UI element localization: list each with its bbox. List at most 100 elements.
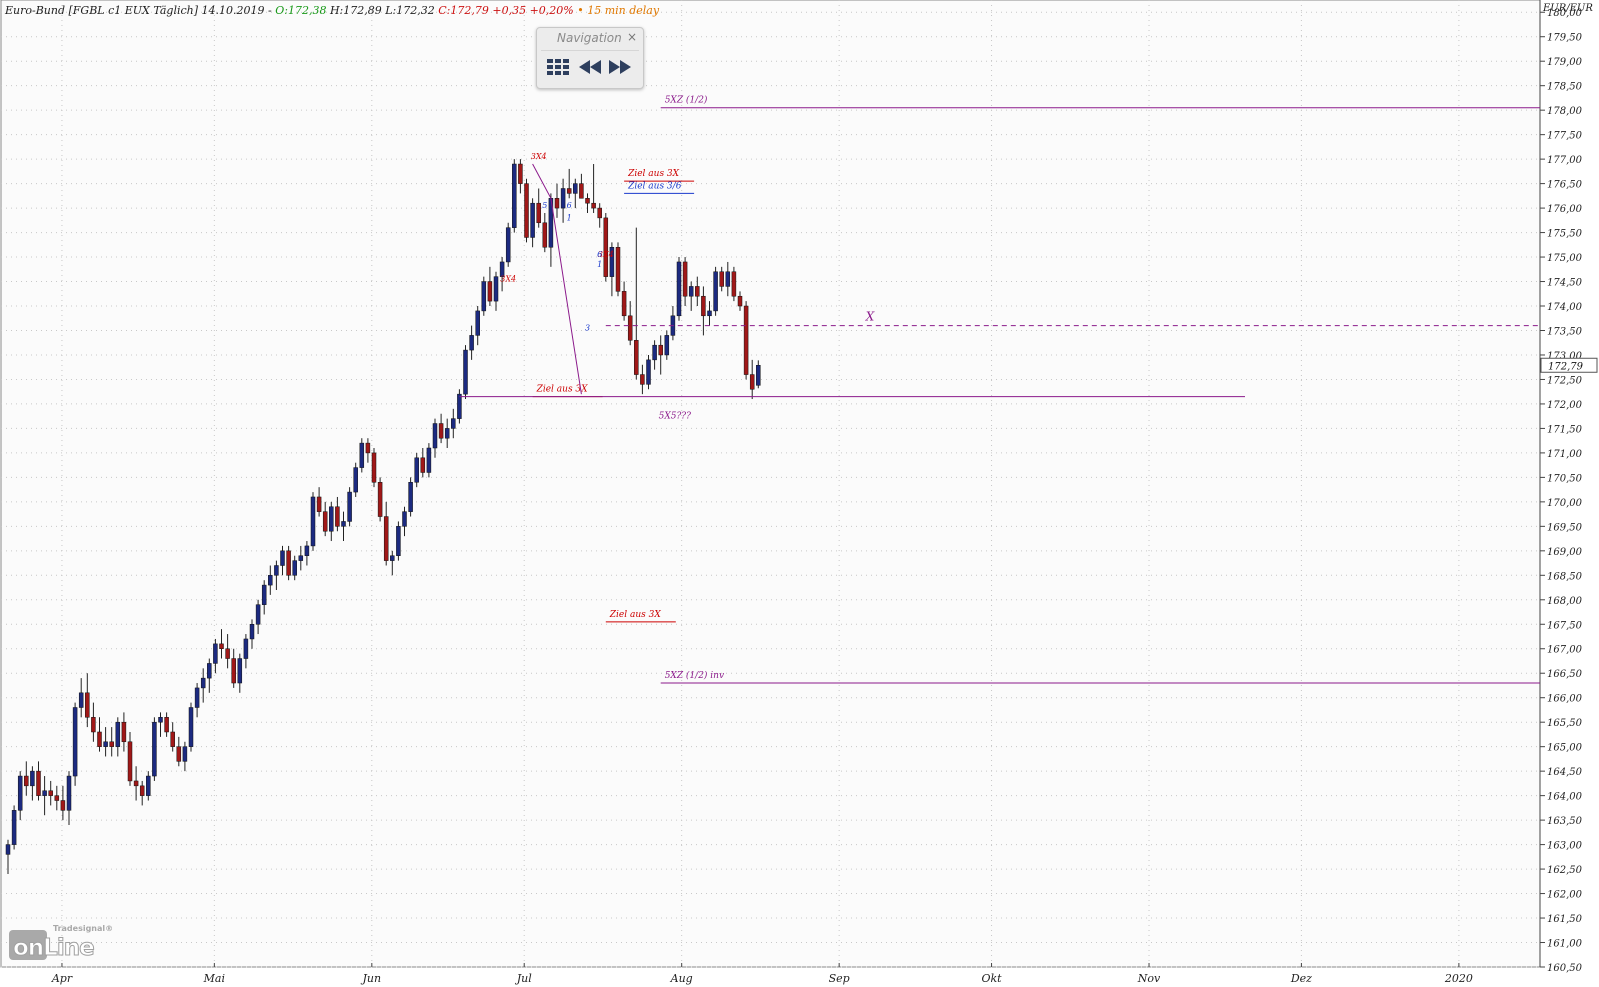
candle-body bbox=[585, 198, 590, 204]
candle-body bbox=[664, 335, 670, 356]
candle-body bbox=[127, 741, 133, 782]
wave-label: 1 bbox=[567, 213, 572, 222]
annotation-label: 5XZ (1/2) inv bbox=[665, 670, 724, 681]
candle-body bbox=[408, 482, 413, 512]
candle-body bbox=[316, 496, 322, 512]
candle-body bbox=[274, 565, 279, 576]
candle-body bbox=[749, 374, 755, 390]
candle-body bbox=[225, 648, 230, 659]
candle-body bbox=[603, 217, 609, 277]
candle-body bbox=[30, 770, 35, 787]
rewind-icon[interactable] bbox=[578, 56, 602, 78]
navigation-title: Navigation bbox=[557, 31, 622, 45]
candle-body bbox=[688, 286, 694, 297]
candle-body bbox=[731, 271, 737, 297]
candle-body bbox=[219, 643, 224, 649]
candle-body bbox=[182, 746, 188, 762]
fast-forward-icon[interactable] bbox=[608, 56, 632, 78]
y-tick-label: 163,00 bbox=[1547, 841, 1583, 852]
candle-body bbox=[347, 491, 352, 522]
x-tick-label: Jun bbox=[361, 972, 382, 985]
x-tick-label: Dez bbox=[1290, 972, 1312, 985]
candle-body bbox=[261, 584, 267, 605]
candle-body bbox=[682, 261, 688, 297]
candle-body bbox=[158, 717, 163, 723]
candle-body bbox=[200, 677, 206, 689]
candle-body bbox=[54, 795, 60, 801]
wave-label: 6 bbox=[597, 250, 602, 259]
candle-body bbox=[36, 770, 41, 796]
candle-body bbox=[719, 271, 724, 287]
y-tick-label: 179,50 bbox=[1547, 33, 1583, 44]
y-tick-label: 164,50 bbox=[1547, 767, 1583, 778]
logo-text: onLine bbox=[13, 935, 96, 962]
y-axis-unit-label: EUR/EUR bbox=[1542, 3, 1593, 14]
candle-body bbox=[615, 247, 621, 292]
candle-body bbox=[329, 506, 334, 532]
candle-body bbox=[451, 418, 456, 429]
candle-body bbox=[194, 687, 200, 708]
candle-body bbox=[707, 310, 712, 317]
y-tick-label: 175,50 bbox=[1547, 229, 1583, 240]
y-tick-label: 169,50 bbox=[1547, 522, 1583, 533]
trend-line bbox=[532, 163, 582, 395]
candle-body bbox=[170, 731, 175, 747]
y-tick-label: 178,00 bbox=[1547, 106, 1583, 117]
candle-body bbox=[371, 452, 377, 483]
annotation-label: 5X5??? bbox=[659, 412, 692, 422]
candle-body bbox=[97, 731, 102, 747]
candle-body bbox=[24, 775, 29, 787]
x-tick-label: Aug bbox=[670, 972, 693, 985]
candle-body bbox=[292, 560, 297, 576]
wave-label: 3 bbox=[585, 323, 590, 332]
candle-body bbox=[756, 365, 761, 386]
candle-body bbox=[60, 800, 66, 811]
candle-body bbox=[493, 276, 499, 302]
y-tick-label: 172,50 bbox=[1547, 375, 1583, 386]
candle-body bbox=[207, 663, 212, 679]
candle-body bbox=[322, 511, 328, 532]
candle-body bbox=[78, 692, 84, 708]
y-tick-label: 169,00 bbox=[1547, 547, 1583, 558]
candle-body bbox=[11, 810, 17, 845]
candle-body bbox=[695, 286, 700, 297]
candle-body bbox=[231, 658, 236, 684]
candle-body bbox=[341, 521, 346, 527]
y-tick-label: 171,50 bbox=[1547, 424, 1583, 435]
high-low-price: H:172,89 L:172,32 bbox=[329, 4, 435, 17]
y-tick-label: 170,50 bbox=[1547, 473, 1583, 484]
y-tick-label: 180,00 bbox=[1547, 8, 1583, 19]
candle-body bbox=[457, 393, 462, 419]
annotation-label: Ziel aus 3X bbox=[609, 610, 662, 620]
candle-body bbox=[743, 305, 749, 375]
candle-body bbox=[353, 467, 358, 493]
candle-body bbox=[676, 261, 682, 317]
candle-body bbox=[396, 526, 401, 556]
y-tick-label: 166,50 bbox=[1547, 669, 1583, 680]
candle-body bbox=[310, 496, 316, 547]
y-tick-label: 168,00 bbox=[1547, 596, 1583, 607]
y-tick-label: 161,50 bbox=[1547, 914, 1583, 925]
y-tick-label: 178,50 bbox=[1547, 82, 1583, 93]
candle-body bbox=[243, 638, 249, 659]
candle-body bbox=[377, 482, 383, 517]
candle-body bbox=[499, 261, 505, 277]
candle-body bbox=[609, 247, 615, 277]
candle-body bbox=[188, 707, 194, 747]
y-tick-label: 165,50 bbox=[1547, 718, 1583, 729]
close-icon[interactable]: × bbox=[626, 30, 637, 44]
y-tick-label: 175,00 bbox=[1547, 253, 1583, 264]
candle-body bbox=[237, 658, 243, 684]
candle-body bbox=[335, 506, 340, 527]
grid-icon[interactable] bbox=[546, 56, 570, 78]
instrument-title: Euro-Bund [FGBL c1 EUX Täglich] 14.10.20… bbox=[5, 4, 272, 17]
last-price-label: 172,79 bbox=[1548, 361, 1584, 372]
candle-body bbox=[713, 271, 718, 312]
navigation-panel[interactable]: Navigation × bbox=[536, 27, 644, 89]
candle-body bbox=[463, 349, 468, 395]
candle-body bbox=[255, 604, 261, 625]
y-tick-label: 161,00 bbox=[1547, 939, 1583, 950]
candle-body bbox=[66, 775, 72, 811]
